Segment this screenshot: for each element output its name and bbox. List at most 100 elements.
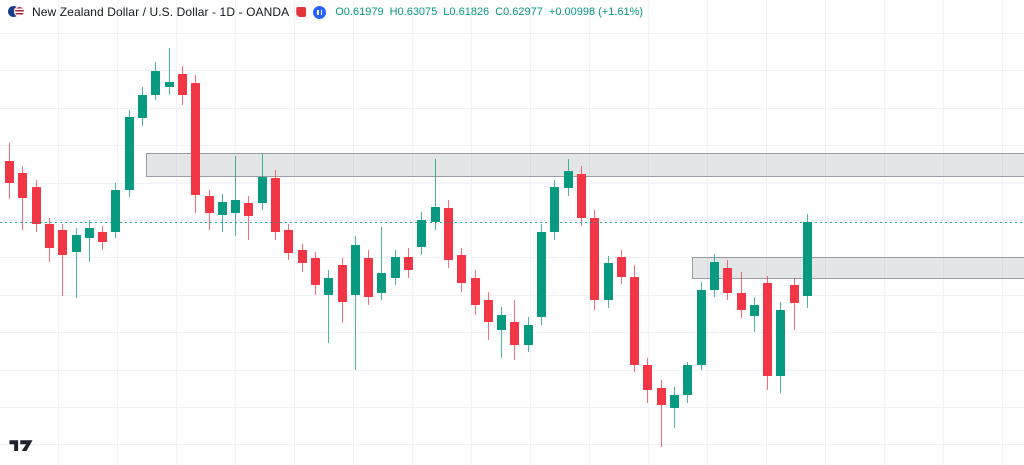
open-value: O0.61979 [335,6,384,18]
grid-line-horizontal [0,33,1024,34]
candle-body [191,82,201,195]
grid-line-horizontal [0,70,1024,72]
candle-body [483,300,493,322]
candle-wick [501,307,503,358]
candle-body [377,273,387,293]
candle-body [776,309,786,376]
candle-body [18,173,28,198]
candle-wick [22,166,24,230]
candle-body [696,290,706,365]
candle-body [803,221,812,297]
candle-body [284,230,294,253]
candle-body [683,365,693,395]
supply-zone-2[interactable] [692,257,1024,280]
candle-body [443,208,453,260]
grid-line-horizontal [0,369,1024,371]
candle-body [789,285,799,303]
ohlc-readout: O0.61979 H0.63075 L0.61826 C0.62977 +0.0… [335,6,643,18]
candle-body [470,278,480,305]
candle-body [510,322,520,345]
candle-body [84,228,94,238]
candle-wick [168,47,170,95]
candle-body [324,278,334,295]
candle-body [350,245,360,295]
candle-body [404,257,413,270]
candle-body [523,325,533,345]
candle-body [537,231,546,317]
pause-status-icon[interactable] [313,5,327,19]
grid-line-vertical [707,0,708,465]
grid-line-vertical [825,0,826,465]
grid-line-horizontal [0,294,1024,296]
candle-wick [354,236,356,370]
candle-body [670,395,679,408]
candle-body [44,223,54,248]
candle-body [390,257,400,278]
candle-wick [434,158,436,230]
candle-wick [62,223,64,296]
candle-body [723,268,733,293]
close-value: C0.62977 [495,6,543,18]
symbol-pair-icon [8,6,25,18]
candle-body [656,388,666,405]
candle-wick [793,278,795,330]
candle-body [31,187,41,224]
us-flag-icon [14,6,25,17]
candle-wick [88,220,90,262]
candle-body [709,262,719,290]
grid-line-vertical [884,0,885,465]
candle-body [71,235,81,252]
candle-body [5,161,14,183]
candle-body [364,258,374,297]
candle-body [603,263,613,300]
candle-body [257,177,267,203]
grid-line-horizontal [0,145,1024,147]
candle-body [430,207,440,222]
candle-body [271,177,280,232]
candle-body [749,304,759,316]
nz-flag-icon [8,6,19,17]
grid-line-vertical [943,0,944,465]
candle-body [497,315,507,330]
oanda-logo-icon [296,7,307,17]
candle-wick [248,196,250,240]
candle-body [563,171,573,188]
grid-line-vertical [176,0,177,465]
change-value: +0.00998 (+1.61%) [548,6,644,18]
candle-body [310,258,320,285]
candle-body [58,230,68,255]
grid-line-horizontal [0,407,1024,408]
candle-body [138,95,147,118]
supply-zone-1[interactable] [146,152,1024,177]
grid-line-vertical [353,0,354,465]
grid-line-horizontal [0,220,1024,221]
candle-body [244,203,254,216]
last-price-line [0,221,1024,223]
candle-body [98,231,108,242]
grid-line-vertical [530,0,531,465]
grid-line-vertical [117,0,118,465]
high-value: H0.63075 [389,6,438,18]
candle-wick [381,227,383,300]
grid-line-horizontal [0,257,1024,259]
tradingview-logo[interactable] [8,438,34,459]
grid-line-vertical [589,0,590,465]
candle-body [204,196,214,213]
grid-line-horizontal [0,444,1024,446]
grid-line-vertical [294,0,295,465]
candle-body [590,218,600,300]
candle-body [736,293,746,310]
candle-body [616,257,626,277]
candle-body [151,71,161,95]
candle-body [164,82,174,87]
symbol-legend: New Zealand Dollar / U.S. Dollar - 1D - … [8,5,643,19]
candle-wick [75,228,77,298]
grid-line-horizontal [0,107,1024,109]
candle-body [177,74,187,95]
candle-body [111,190,121,232]
candle-wick [235,155,237,236]
candle-body [576,174,586,218]
candle-body [297,250,307,263]
symbol-title[interactable]: New Zealand Dollar / U.S. Dollar - 1D - … [32,5,290,19]
